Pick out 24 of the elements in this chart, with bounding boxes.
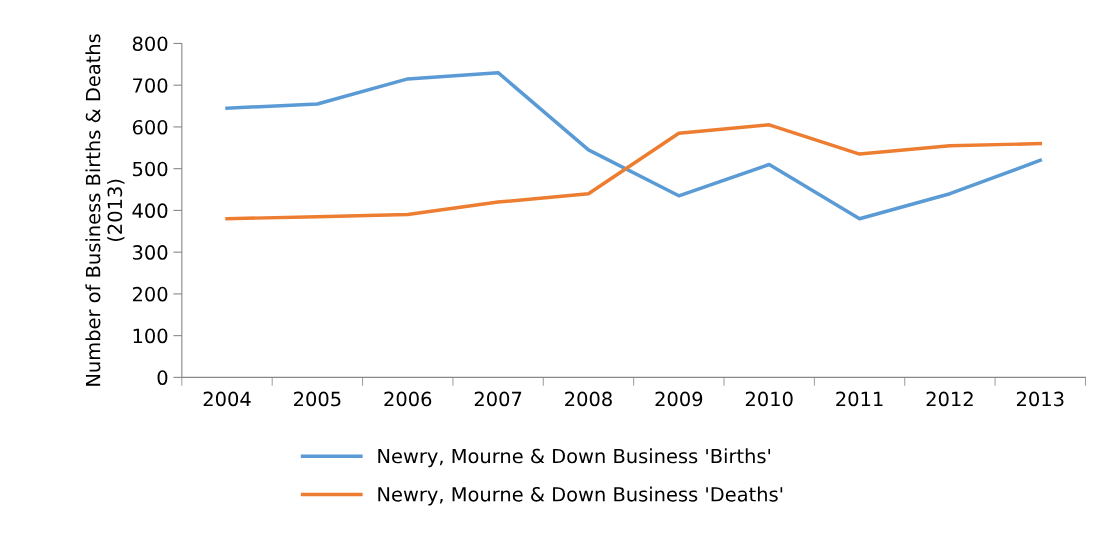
line-series [225,123,1043,221]
line-series [225,70,1043,221]
y-tick-label: 0 [157,370,168,386]
y-tick-label: 200 [132,286,168,302]
y-tick-label: 500 [133,161,168,177]
y-tick-label: 600 [132,119,168,135]
x-tick-label: 2009 [655,391,703,407]
x-tick-label: 2010 [745,391,793,407]
x-tick-label: 2006 [384,391,432,407]
x-tick-label: 2012 [926,391,973,407]
legend-label: Newry, Mourne & Down Business 'Deaths' [378,486,783,506]
y-tick-label: 100 [133,328,168,344]
legend-label: Newry, Mourne & Down Business 'Births' [378,448,771,468]
y-tick-label: 700 [133,78,168,93]
x-tick-label: 2011 [836,391,883,407]
y-tick-label: 800 [132,36,168,52]
x-tick-label: 2007 [474,391,522,407]
y-axis-title: Number of Business Births & Deaths (2013) [85,34,125,386]
x-tick-label: 2008 [565,391,612,407]
y-tick-label: 300 [133,245,168,260]
x-tick-label: 2004 [203,391,251,407]
x-tick-label: 2013 [1016,391,1064,407]
x-tick-label: 2005 [294,391,341,407]
y-tick-label: 400 [132,203,168,219]
